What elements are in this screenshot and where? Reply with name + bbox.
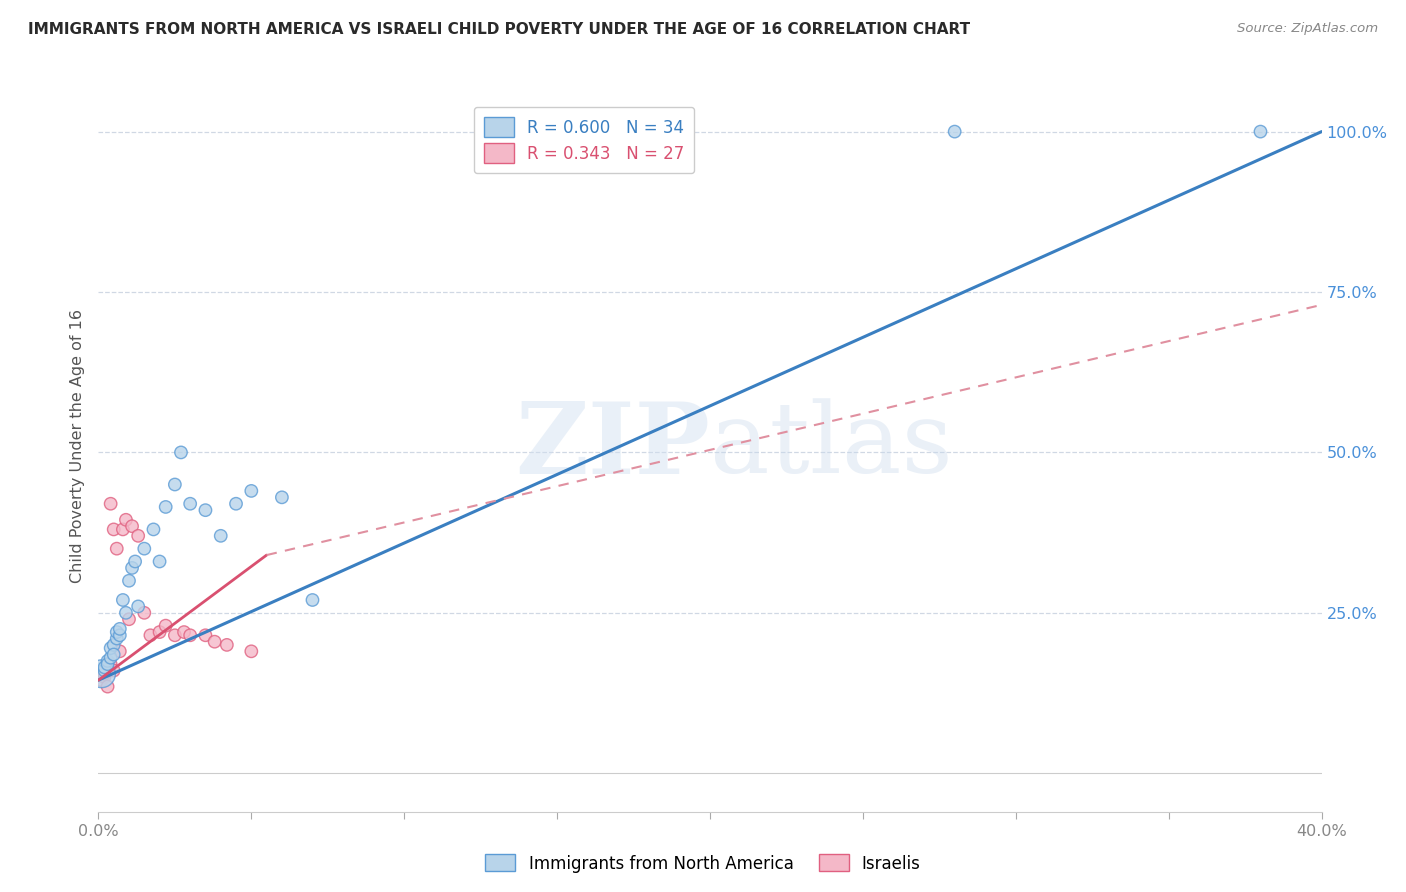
Point bbox=[93, 666, 115, 681]
Text: ZIP: ZIP bbox=[515, 398, 710, 494]
Point bbox=[134, 541, 156, 556]
Point bbox=[204, 634, 226, 648]
Point bbox=[97, 654, 120, 668]
Point bbox=[155, 618, 177, 632]
Point bbox=[105, 632, 128, 646]
Point bbox=[103, 523, 125, 537]
Point bbox=[943, 125, 966, 139]
Legend: R = 0.600   N = 34, R = 0.343   N = 27: R = 0.600 N = 34, R = 0.343 N = 27 bbox=[474, 107, 695, 173]
Point bbox=[121, 519, 143, 533]
Point bbox=[97, 664, 120, 678]
Y-axis label: Child Poverty Under the Age of 16: Child Poverty Under the Age of 16 bbox=[70, 309, 86, 583]
Point bbox=[111, 523, 134, 537]
Point bbox=[124, 554, 146, 568]
Point bbox=[93, 664, 115, 678]
Point bbox=[149, 554, 172, 568]
Text: IMMIGRANTS FROM NORTH AMERICA VS ISRAELI CHILD POVERTY UNDER THE AGE OF 16 CORRE: IMMIGRANTS FROM NORTH AMERICA VS ISRAELI… bbox=[28, 22, 970, 37]
Point bbox=[142, 523, 165, 537]
Point bbox=[170, 445, 193, 459]
Point bbox=[100, 641, 122, 656]
Point bbox=[90, 673, 112, 688]
Point bbox=[115, 606, 138, 620]
Point bbox=[127, 529, 149, 543]
Point bbox=[240, 483, 263, 498]
Point bbox=[194, 628, 217, 642]
Point bbox=[179, 497, 201, 511]
Text: atlas: atlas bbox=[710, 398, 953, 494]
Point bbox=[134, 606, 156, 620]
Legend: Immigrants from North America, Israelis: Immigrants from North America, Israelis bbox=[478, 847, 928, 880]
Point bbox=[97, 657, 120, 672]
Point bbox=[194, 503, 217, 517]
Point bbox=[215, 638, 238, 652]
Point bbox=[127, 599, 149, 614]
Point bbox=[173, 625, 195, 640]
Point bbox=[270, 491, 292, 505]
Point bbox=[103, 664, 125, 678]
Point bbox=[108, 622, 131, 636]
Point bbox=[100, 650, 122, 665]
Point bbox=[103, 638, 125, 652]
Point bbox=[118, 574, 141, 588]
Point bbox=[139, 628, 162, 642]
Point bbox=[108, 644, 131, 658]
Point bbox=[100, 497, 122, 511]
Point bbox=[225, 497, 247, 511]
Point bbox=[209, 529, 232, 543]
Point bbox=[301, 593, 323, 607]
Point bbox=[105, 625, 128, 640]
Point bbox=[97, 680, 120, 694]
Point bbox=[179, 628, 201, 642]
Point bbox=[1249, 125, 1271, 139]
Point bbox=[115, 513, 138, 527]
Point bbox=[149, 625, 172, 640]
Point bbox=[90, 666, 112, 681]
Point bbox=[93, 660, 115, 674]
Point bbox=[100, 657, 122, 672]
Point bbox=[155, 500, 177, 514]
Text: Source: ZipAtlas.com: Source: ZipAtlas.com bbox=[1237, 22, 1378, 36]
Point bbox=[240, 644, 263, 658]
Point bbox=[111, 593, 134, 607]
Point bbox=[108, 628, 131, 642]
Point bbox=[105, 541, 128, 556]
Point bbox=[163, 477, 186, 491]
Point bbox=[103, 648, 125, 662]
Point bbox=[93, 670, 115, 684]
Point bbox=[163, 628, 186, 642]
Point bbox=[121, 561, 143, 575]
Point bbox=[118, 612, 141, 626]
